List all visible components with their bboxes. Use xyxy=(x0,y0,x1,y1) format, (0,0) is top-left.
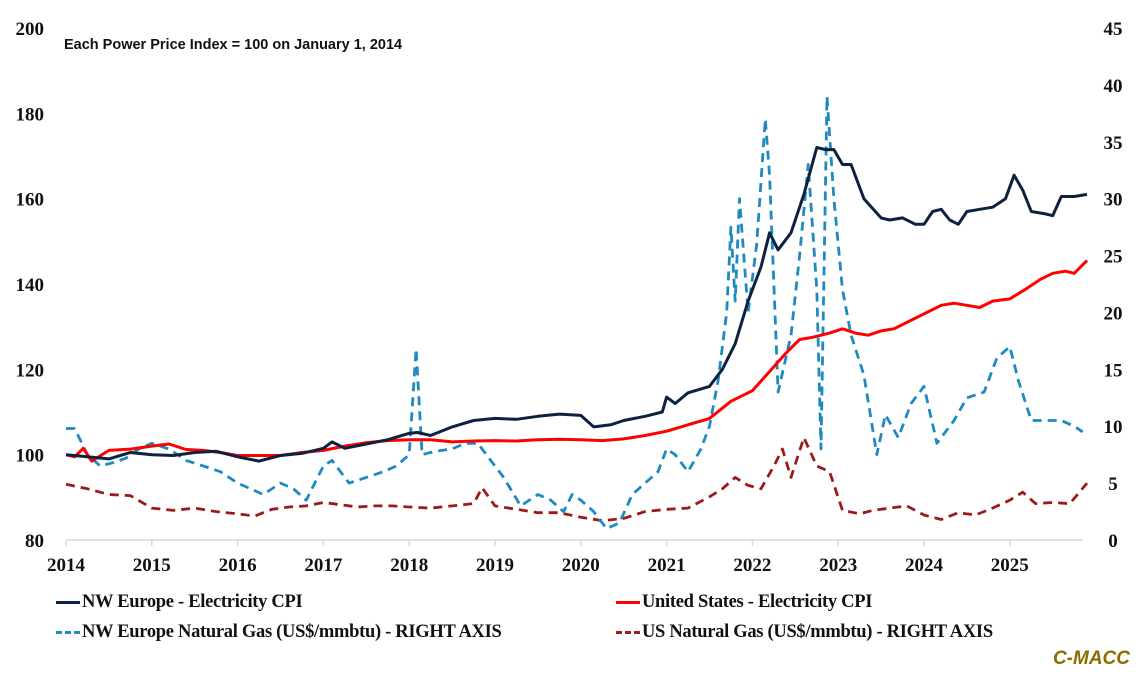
y-right-tick-label: 25 xyxy=(1104,247,1123,268)
legend-swatch-dashed-darkred xyxy=(616,631,640,634)
legend-swatch-dashed-blue xyxy=(56,631,80,634)
x-tick-label: 2020 xyxy=(562,555,600,576)
y-right-tick-label: 0 xyxy=(1108,531,1118,552)
x-tick-label: 2016 xyxy=(219,555,257,576)
legend-item-us-electricity: United States - Electricity CPI xyxy=(616,592,872,613)
legend-label: US Natural Gas (US$/mmbtu) - RIGHT AXIS xyxy=(642,622,993,642)
series-line-nw-europe-natural-gas-us-mmbtu-right-axis xyxy=(66,94,1084,530)
y-right-tick-label: 10 xyxy=(1104,417,1123,438)
x-tick-label: 2017 xyxy=(304,555,343,576)
legend-label: NW Europe Natural Gas (US$/mmbtu) - RIGH… xyxy=(82,622,502,642)
y-right-tick-label: 15 xyxy=(1104,360,1123,381)
legend-item-nw-europe-electricity: NW Europe - Electricity CPI xyxy=(56,592,303,613)
legend-swatch-solid-red xyxy=(616,601,640,604)
x-tick-label: 2021 xyxy=(648,555,686,576)
series-line-nw-europe-electricity-cpi xyxy=(65,146,1088,463)
plot-area xyxy=(65,94,1089,530)
y-right-tick-label: 35 xyxy=(1104,133,1123,154)
legend-label: United States - Electricity CPI xyxy=(642,592,873,612)
y-left-tick-label: 200 xyxy=(16,19,45,40)
x-tick-label: 2025 xyxy=(991,555,1029,576)
x-tick-label: 2024 xyxy=(905,555,944,576)
brand-logo-text: C-MACC xyxy=(1052,648,1130,669)
legend-item-nw-europe-gas: NW Europe Natural Gas (US$/mmbtu) - RIGH… xyxy=(56,622,502,643)
legend-label: NW Europe - Electricity CPI xyxy=(82,592,303,612)
y-right-tick-label: 5 xyxy=(1108,474,1118,495)
legend-item-us-gas: US Natural Gas (US$/mmbtu) - RIGHT AXIS xyxy=(616,622,993,643)
x-tick-label: 2015 xyxy=(133,555,171,576)
x-tick-label: 2022 xyxy=(733,555,771,576)
y-right-tick-label: 40 xyxy=(1104,76,1123,97)
chart-subtitle: Each Power Price Index = 100 on January … xyxy=(64,37,402,53)
series-line-us-natural-gas-us-mmbtu-right-axis xyxy=(65,436,1089,523)
y-right-tick-label: 30 xyxy=(1104,190,1123,211)
y-left-tick-label: 100 xyxy=(16,446,45,467)
y-right-tick-label: 45 xyxy=(1104,19,1123,40)
x-tick-label: 2019 xyxy=(476,555,514,576)
y-left-tick-label: 120 xyxy=(16,360,45,381)
x-tick-label: 2023 xyxy=(819,555,857,576)
y-left-tick-label: 180 xyxy=(16,104,45,125)
y-right-tick-label: 20 xyxy=(1104,303,1123,324)
y-left-tick-label: 160 xyxy=(16,190,45,211)
chart-canvas: Each Power Price Index = 100 on January … xyxy=(16,19,1123,576)
y-left-tick-label: 80 xyxy=(25,531,44,552)
y-left-tick-label: 140 xyxy=(16,275,45,296)
axes: 2014 2015 2016 2017 2018 2019 2020 2021 2022 2023… xyxy=(16,19,1123,576)
x-tick-label: 2014 xyxy=(47,555,86,576)
x-tick-label: 2018 xyxy=(390,555,428,576)
legend-swatch-solid-navy xyxy=(56,601,80,604)
